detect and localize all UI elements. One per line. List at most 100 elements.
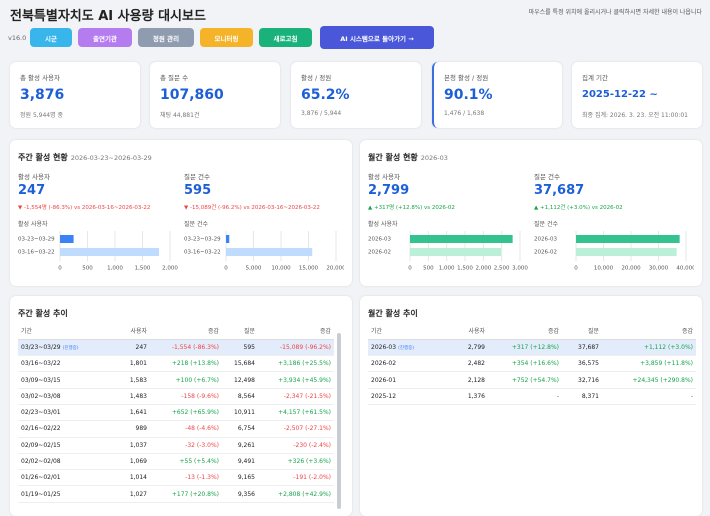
table-cell: +24,345 (+290.8%) [602, 371, 696, 389]
kpi-card: 활성 / 정원 65.2% 3,876 / 5,944 [291, 62, 421, 128]
table-cell: -32 (-3.0%) [150, 437, 222, 454]
stat-value: 37,687 [534, 183, 585, 198]
table-cell: +1,112 (+3.0%) [602, 339, 696, 357]
kpi-sub: 1,476 / 1,638 [444, 110, 485, 117]
table-cell: 8,564 [222, 388, 258, 405]
kpi-label: 활성 / 정원 [301, 74, 332, 82]
stat-value: 247 [18, 183, 46, 198]
button[interactable]: 출연기관 [78, 28, 132, 47]
table-cell: 01/26~02/01 [18, 469, 115, 487]
button[interactable]: 시군 [30, 28, 72, 47]
table-cell: -15,089 (-96.2%) [258, 339, 334, 357]
table-cell: 1,014 [115, 469, 150, 487]
column-header: 증감 [258, 323, 334, 340]
x-tick-label: 30,000 [649, 266, 669, 272]
bar-chart: 0 500 1,000 1,500 2,000 03-23~03-29 03-16~03-2… [18, 231, 178, 272]
panel-period: 2026-03 [420, 154, 448, 162]
stat-label: 활성 사용자 [18, 173, 50, 181]
table-cell: 2025-12 [368, 388, 450, 405]
table-cell: 2026-02 [368, 355, 450, 373]
table-cell: 03/23~03/29 (진행중) [18, 339, 115, 357]
x-tick-label: 0 [574, 266, 578, 272]
scrollbar[interactable] [337, 333, 341, 509]
chart-label: 활성 사용자 [18, 221, 48, 228]
table-cell: 03/09~03/15 [18, 371, 115, 389]
x-tick-label: 1,000 [107, 266, 123, 272]
stat-label: 질문 건수 [184, 173, 210, 181]
table-cell: +652 (+65.9%) [150, 404, 222, 422]
button[interactable]: 정원 관리 [138, 28, 194, 47]
table-cell: +3,186 (+25.5%) [258, 355, 334, 373]
table-cell: 8,371 [562, 388, 602, 405]
stat-label: 활성 사용자 [368, 173, 400, 181]
table-cell: 1,037 [115, 437, 150, 454]
table-cell: 02/02~02/08 [18, 453, 115, 471]
button[interactable]: AI 시스템으로 돌아가기 → [320, 26, 434, 49]
table-cell: +326 (+3.6%) [258, 453, 334, 471]
x-tick-label: 0 [408, 266, 412, 272]
table-cell: 02/23~03/01 [18, 404, 115, 422]
table-cell: 36,575 [562, 355, 602, 373]
kpi-label: 집계 기간 [582, 74, 608, 82]
column-header: 증감 [150, 323, 222, 340]
kpi-value: 2025-12-22 ~ [582, 89, 658, 100]
category-label: 03-23~03-29 [184, 237, 221, 243]
table-row: 02/02~02/08 1,069 +55 (+5.4%) 9,491 +326 (+3… [18, 453, 334, 471]
current-tag: (진행중) [62, 345, 79, 351]
x-tick-label: 500 [423, 266, 434, 272]
table: 기간 사용자 증감 질문 증감 2026-03 (진행중) 2,799 +317 (+12.8%… [368, 323, 696, 405]
table-cell: 2,799 [450, 339, 488, 357]
table-row: 2026-01 2,128 +752 (+54.7%) 32,716 +24,345 (… [368, 371, 696, 389]
chart-label: 질문 건수 [534, 221, 558, 228]
button[interactable]: 새로고침 [259, 28, 312, 47]
table-cell: 2026-03 (진행중) [368, 339, 450, 357]
table-cell: +317 (+12.8%) [488, 339, 562, 357]
table-cell: 2,482 [450, 355, 488, 373]
table-cell: 1,069 [115, 453, 150, 471]
table-cell: -48 (-4.6%) [150, 420, 222, 438]
table-cell: +218 (+13.8%) [150, 355, 222, 373]
table-cell: 9,356 [222, 485, 258, 503]
table-cell: 247 [115, 339, 150, 357]
table-cell: 03/16~03/22 [18, 355, 115, 373]
category-label: 2026-03 [534, 237, 557, 243]
x-tick-label: 20,000 [326, 266, 344, 272]
table-cell: 1,376 [450, 388, 488, 405]
current-tag: (진행중) [398, 345, 415, 351]
kpi-label: 본청 활성 / 정원 [444, 74, 489, 82]
kpi-sub: 3,876 / 5,944 [301, 110, 342, 117]
table-cell: - [488, 388, 562, 405]
table-row: 02/09~02/15 1,037 -32 (-3.0%) 9,261 -230 (-2… [18, 437, 334, 454]
table-cell: -158 (-9.6%) [150, 388, 222, 405]
bar [226, 248, 313, 256]
x-tick-label: 3,000 [512, 266, 528, 272]
table-cell: +177 (+20.8%) [150, 485, 222, 503]
kpi-value: 65.2% [301, 87, 350, 103]
table-row: 03/02~03/08 1,483 -158 (-9.6%) 8,564 -2,347 … [18, 388, 334, 405]
x-tick-label: 10,000 [594, 266, 614, 272]
table-cell: 10,911 [222, 404, 258, 422]
kpi-value: 3,876 [20, 87, 65, 103]
column-header: 기간 [368, 323, 450, 340]
column-header: 질문 [222, 323, 258, 340]
x-tick-label: 15,000 [299, 266, 319, 272]
bar [226, 235, 230, 243]
table-cell: 9,261 [222, 437, 258, 454]
x-tick-label: 5,000 [246, 266, 262, 272]
stat-value: 2,799 [368, 183, 410, 198]
column-header: 질문 [562, 323, 602, 340]
x-tick-label: 20,000 [621, 266, 641, 272]
column-header: 사용자 [450, 323, 488, 340]
button[interactable]: 모니터링 [200, 28, 253, 47]
panel-title: 월간 활성 현황 2026-03 [368, 153, 448, 162]
kpi-sub: 최종 집계: 2026. 3. 23. 오전 11:00:01 [582, 112, 688, 119]
chart-label: 질문 건수 [184, 221, 208, 228]
table-row: 01/19~01/25 1,027 +177 (+20.8%) 9,356 +2,808… [18, 485, 334, 503]
x-tick-label: 10,000 [271, 266, 291, 272]
kpi-label: 총 질문 수 [160, 74, 189, 82]
category-label: 03-16~03-22 [184, 250, 221, 256]
table-title: 주간 활성 추이 [18, 309, 68, 318]
table-cell: -1,554 (-86.3%) [150, 339, 222, 357]
table-cell: +100 (+6.7%) [150, 371, 222, 389]
table-cell: +55 (+5.4%) [150, 453, 222, 471]
